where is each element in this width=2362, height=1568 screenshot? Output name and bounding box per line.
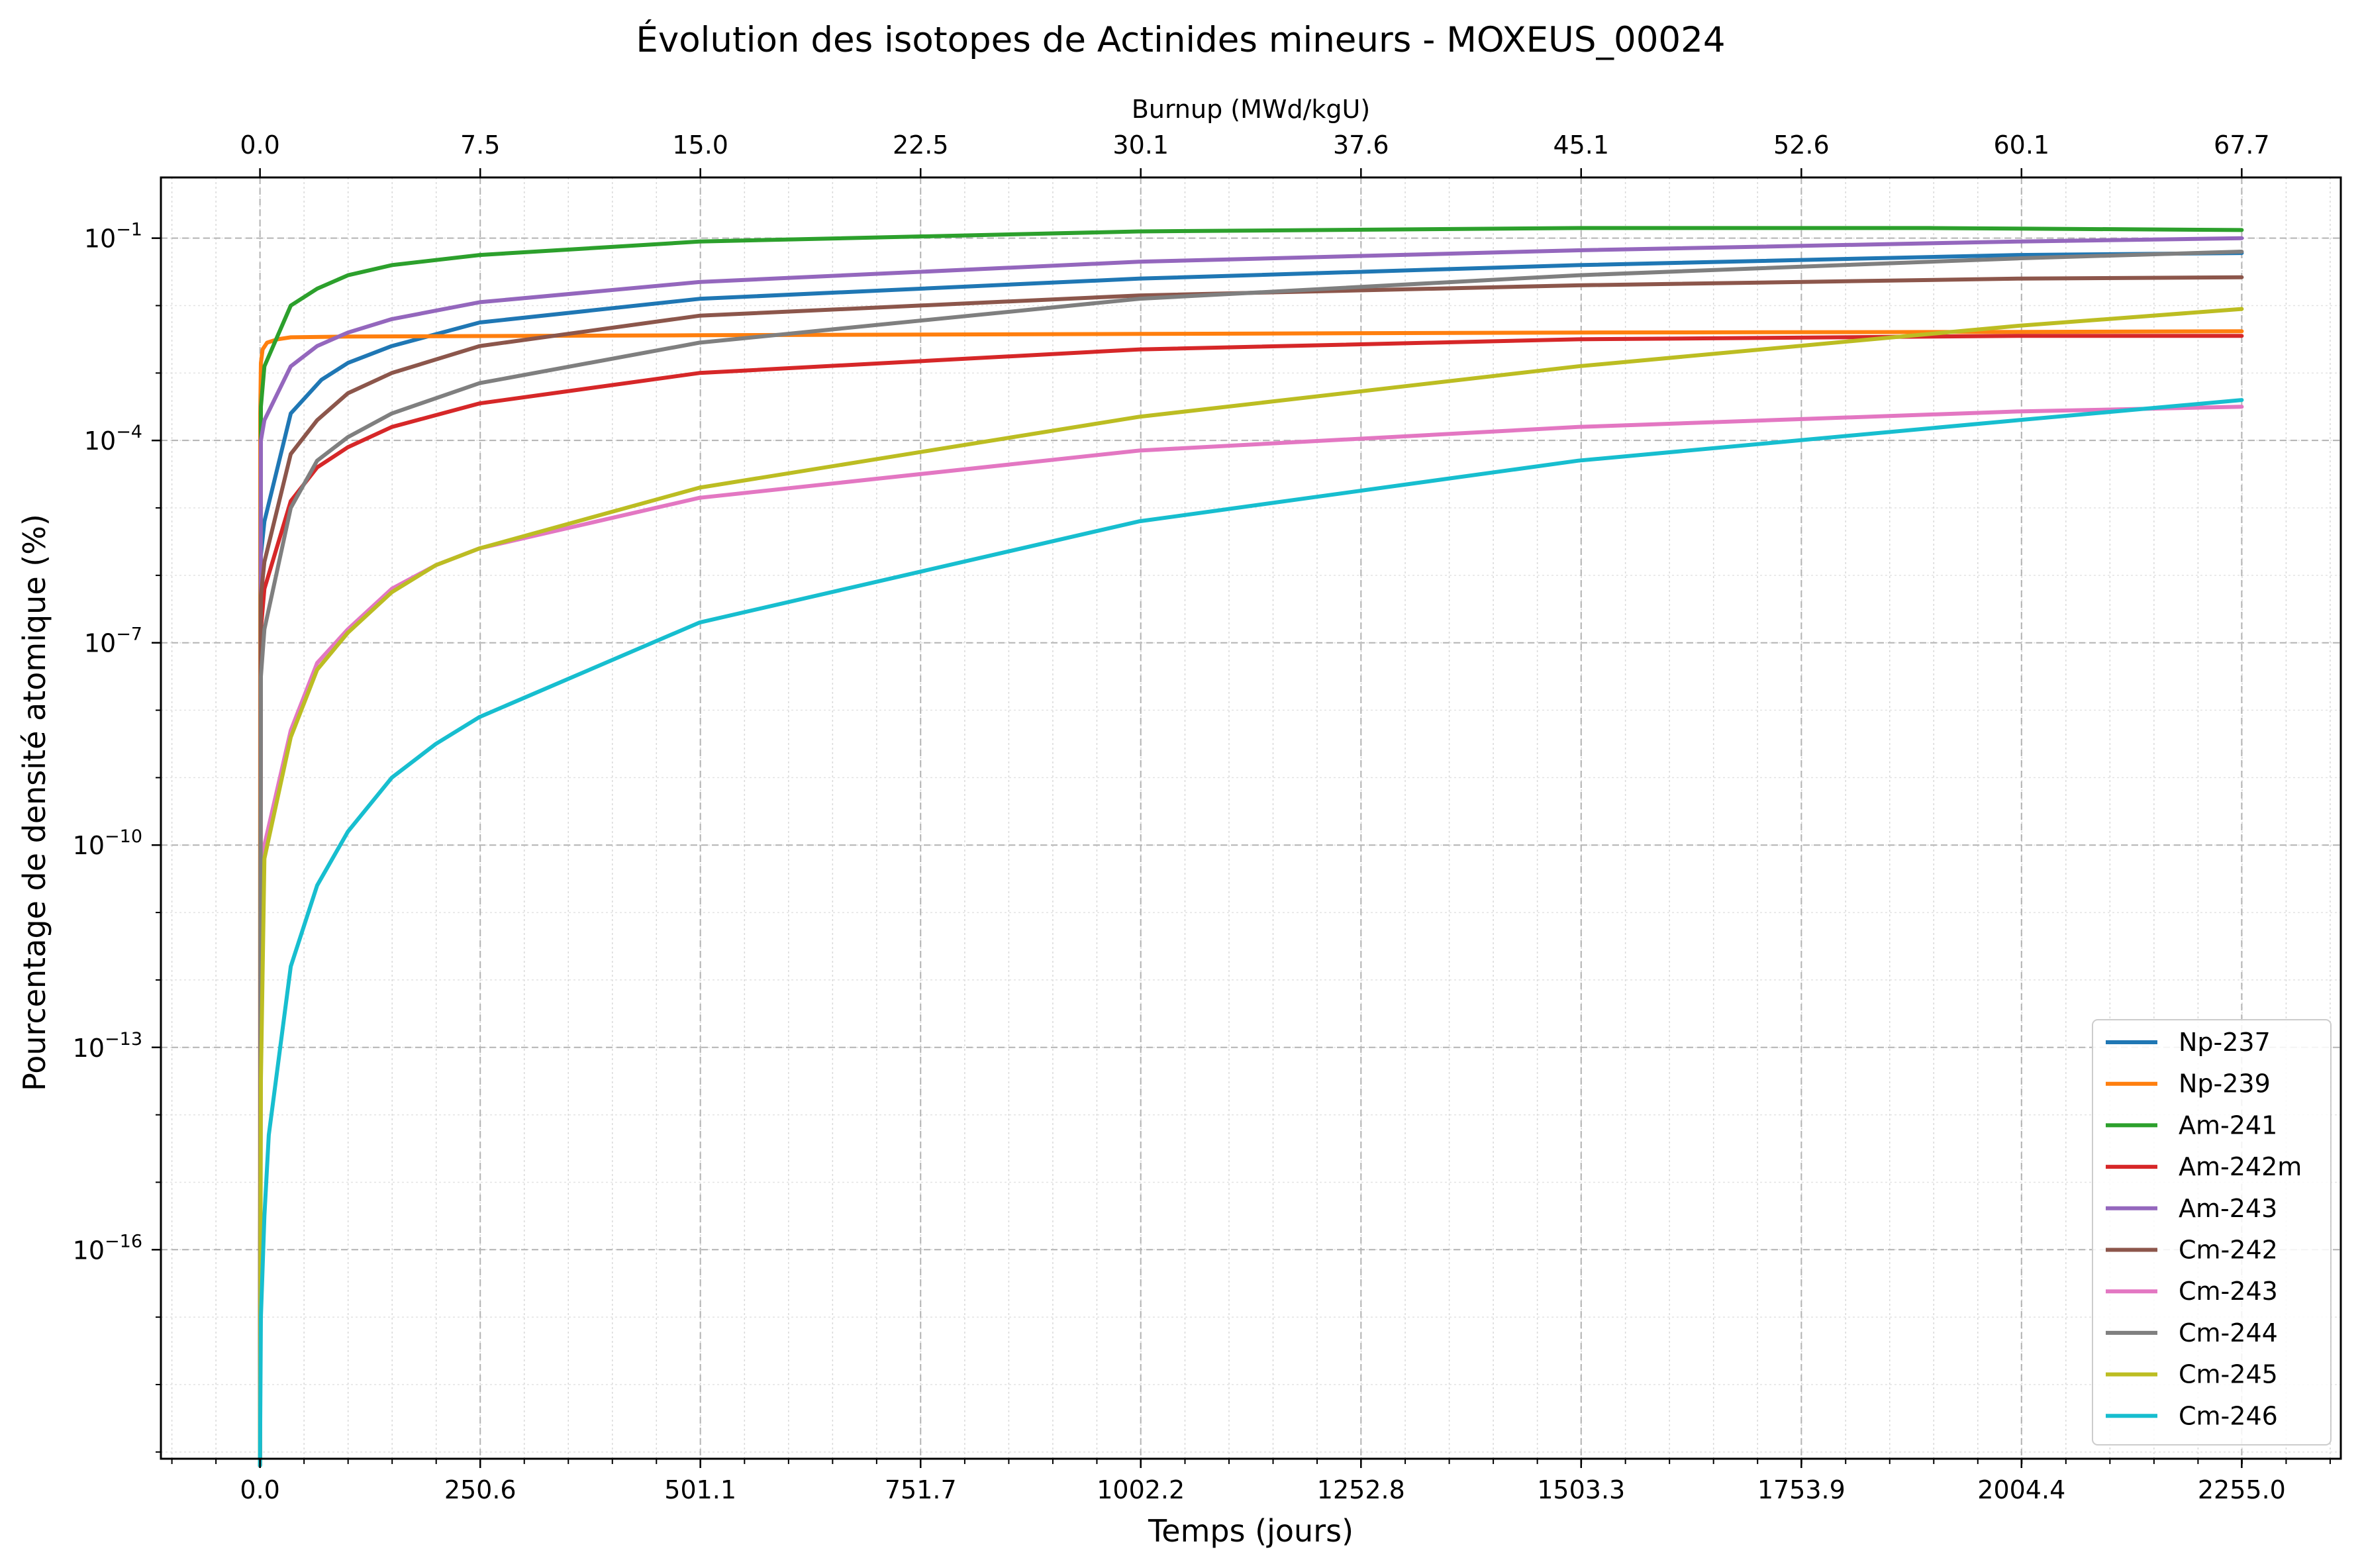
x-tick-label: 2004.4 <box>1977 1475 2065 1504</box>
legend-label: Am-242m <box>2179 1152 2302 1181</box>
top-x-tick-label: 37.6 <box>1333 130 1389 160</box>
y-tick-label: 10−7 <box>84 624 142 658</box>
y-tick-label: 10−4 <box>84 422 142 456</box>
x-tick-label: 2255.0 <box>2198 1475 2286 1504</box>
legend-label: Cm-242 <box>2179 1236 2278 1265</box>
series-line-np-237 <box>258 251 2244 1468</box>
top-x-tick-label: 67.7 <box>2214 130 2270 160</box>
plot-frame <box>160 176 2342 1460</box>
y-tick-label: 10−10 <box>73 826 142 860</box>
legend-label: Cm-246 <box>2179 1401 2278 1430</box>
y-tick-label: 10−1 <box>84 220 142 254</box>
top-x-tick-label: 22.5 <box>893 130 949 160</box>
y-axis-label: Pourcentage de densité atomique (%) <box>17 514 52 1091</box>
x-tick-label: 0.0 <box>240 1475 279 1504</box>
y-tick-label: 10−16 <box>73 1231 142 1265</box>
series-lines <box>258 226 2244 1468</box>
y-tick-label: 10−13 <box>73 1029 142 1063</box>
x-tick-label: 1252.8 <box>1317 1475 1405 1504</box>
legend: Np-237 Np-239 Am-241 Am-242m Am-243 Cm-242 Cm-… <box>2092 1019 2332 1446</box>
series-line-cm-244 <box>258 250 2244 1468</box>
top-x-tick-label: 30.1 <box>1112 130 1169 160</box>
x-axis-label: Temps (jours) <box>1148 1513 1353 1549</box>
legend-label: Np-237 <box>2179 1028 2271 1057</box>
legend-label: Np-239 <box>2179 1069 2271 1099</box>
chart-title: Évolution des isotopes de Actinides mine… <box>636 19 1725 60</box>
ticks: 0.0 250.6 501.1 751.7 1002.2 1252.8 1503.3 1753… <box>73 130 2331 1504</box>
x-tick-label: 1753.9 <box>1757 1475 1845 1504</box>
top-x-tick-label: 0.0 <box>240 130 279 160</box>
top-axis-label: Burnup (MWd/kgU) <box>1132 95 1370 124</box>
legend-label: Am-243 <box>2179 1194 2277 1223</box>
series-line-cm-245 <box>258 307 2244 1468</box>
top-x-tick-label: 15.0 <box>672 130 728 160</box>
top-x-tick-label: 52.6 <box>1773 130 1830 160</box>
top-x-tick-label: 45.1 <box>1553 130 1609 160</box>
series-line-np-239 <box>258 329 2244 1468</box>
series-line-am-242m <box>258 334 2244 1468</box>
legend-label: Cm-244 <box>2179 1318 2278 1348</box>
top-x-tick-label: 7.5 <box>460 130 500 160</box>
top-x-tick-label: 60.1 <box>1993 130 2049 160</box>
grid <box>161 177 2341 1459</box>
x-tick-label: 1002.2 <box>1097 1475 1185 1504</box>
series-line-cm-243 <box>258 405 2244 1468</box>
x-tick-label: 501.1 <box>664 1475 736 1504</box>
x-tick-label: 250.6 <box>444 1475 517 1504</box>
x-tick-label: 1503.3 <box>1537 1475 1625 1504</box>
legend-label: Am-241 <box>2179 1110 2277 1140</box>
series-line-am-243 <box>258 236 2244 1468</box>
legend-label: Cm-245 <box>2179 1360 2278 1389</box>
series-line-am-241 <box>258 226 2244 1468</box>
x-tick-label: 751.7 <box>885 1475 957 1504</box>
legend-label: Cm-243 <box>2179 1277 2278 1306</box>
series-line-cm-246 <box>258 398 2244 1468</box>
series-line-cm-242 <box>258 275 2244 1468</box>
